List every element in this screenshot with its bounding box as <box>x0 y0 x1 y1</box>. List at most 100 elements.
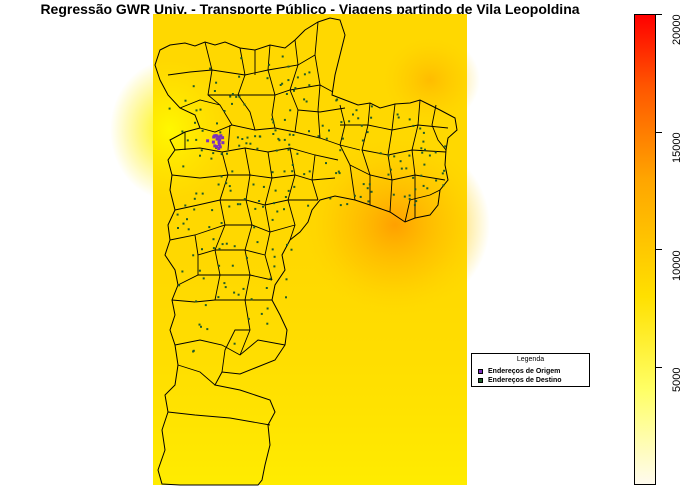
destination-point <box>192 85 195 88</box>
gwr-lightspot <box>110 60 230 200</box>
destination-point <box>283 170 286 173</box>
destination-point <box>281 82 284 85</box>
destination-point <box>247 317 250 320</box>
destination-point <box>195 138 198 141</box>
origin-point <box>217 135 221 139</box>
destination-point <box>274 129 277 132</box>
destination-point <box>242 287 245 290</box>
destination-point <box>254 135 257 138</box>
destination-point <box>321 124 324 127</box>
origin-point <box>211 140 215 144</box>
destination-point <box>393 155 396 158</box>
destination-point <box>256 241 259 244</box>
destination-point <box>361 139 364 142</box>
destination-point <box>254 207 257 210</box>
destination-point <box>308 84 311 87</box>
destination-point <box>317 135 320 138</box>
destination-point <box>271 248 274 251</box>
origin-point <box>214 134 218 138</box>
destination-point <box>266 77 269 80</box>
destination-point <box>182 222 185 225</box>
destination-point <box>250 298 253 301</box>
destination-point <box>271 218 274 221</box>
destination-point <box>419 127 422 130</box>
legend-item-destination: Endereços de Destino <box>478 377 562 384</box>
destination-point <box>238 144 241 147</box>
gwr-hotspot <box>300 135 490 315</box>
destination-point <box>200 325 202 328</box>
destination-point <box>279 84 282 86</box>
destination-point <box>389 168 392 171</box>
destination-point <box>290 248 293 251</box>
destination-point <box>340 121 343 124</box>
destination-point <box>337 170 340 173</box>
destination-point <box>187 228 190 231</box>
origin-point <box>218 145 222 149</box>
destination-point <box>265 287 268 289</box>
destination-point <box>435 179 438 182</box>
destination-point <box>241 138 244 140</box>
destination-point <box>178 284 181 287</box>
destination-point <box>341 137 344 140</box>
destination-point <box>192 349 195 352</box>
destination-point <box>259 135 262 138</box>
destination-point <box>283 118 286 121</box>
colorbar-label-5000: 5000 <box>671 367 683 392</box>
destination-point <box>370 190 373 193</box>
destination-point <box>293 89 295 92</box>
destination-point <box>355 109 358 112</box>
destination-point <box>272 121 275 124</box>
origin-point <box>215 137 219 141</box>
destination-point <box>269 277 272 280</box>
destination-point <box>329 197 332 200</box>
destination-point <box>200 149 203 152</box>
destination-point <box>414 188 417 191</box>
origin-point <box>215 145 219 149</box>
destination-point <box>182 165 185 168</box>
destination-point <box>237 293 240 296</box>
destination-point <box>287 189 290 192</box>
destination-point <box>387 154 390 157</box>
destination-point <box>233 245 236 248</box>
destination-point <box>221 243 224 246</box>
origin-point <box>206 139 210 143</box>
destination-point <box>408 197 411 200</box>
destination-point <box>392 193 395 196</box>
destination-point <box>296 76 299 79</box>
destination-point <box>219 131 222 134</box>
destination-point <box>325 137 328 140</box>
destination-point <box>308 71 311 74</box>
destination-point <box>243 103 246 106</box>
legend-item-origin: Endereços de Origem <box>478 368 560 375</box>
destination-point <box>256 147 259 150</box>
colorbar-label-15000: 15000 <box>671 132 683 163</box>
destination-point <box>266 322 269 325</box>
destination-point <box>285 93 288 95</box>
destination-point <box>420 147 423 150</box>
colorbar <box>634 14 656 485</box>
destination-point <box>209 67 212 70</box>
destination-point <box>422 140 425 143</box>
destination-point <box>294 87 297 90</box>
destination-point <box>220 153 223 156</box>
destination-point <box>194 121 196 124</box>
destination-point <box>246 136 249 139</box>
destination-point <box>225 182 228 185</box>
destination-point <box>274 189 277 192</box>
destination-point <box>303 98 306 101</box>
destination-point <box>252 183 255 186</box>
destination-point <box>422 131 425 134</box>
destination-point <box>201 129 204 132</box>
destination-swatch-icon <box>478 378 483 383</box>
destination-point <box>213 90 216 92</box>
destination-point <box>368 183 371 186</box>
destination-point <box>346 203 349 206</box>
destination-point <box>396 113 399 116</box>
destination-point <box>325 162 327 165</box>
destination-point <box>238 75 241 78</box>
destination-point <box>278 139 281 142</box>
destination-point <box>405 167 408 170</box>
destination-point <box>412 124 415 127</box>
destination-point <box>271 118 274 121</box>
